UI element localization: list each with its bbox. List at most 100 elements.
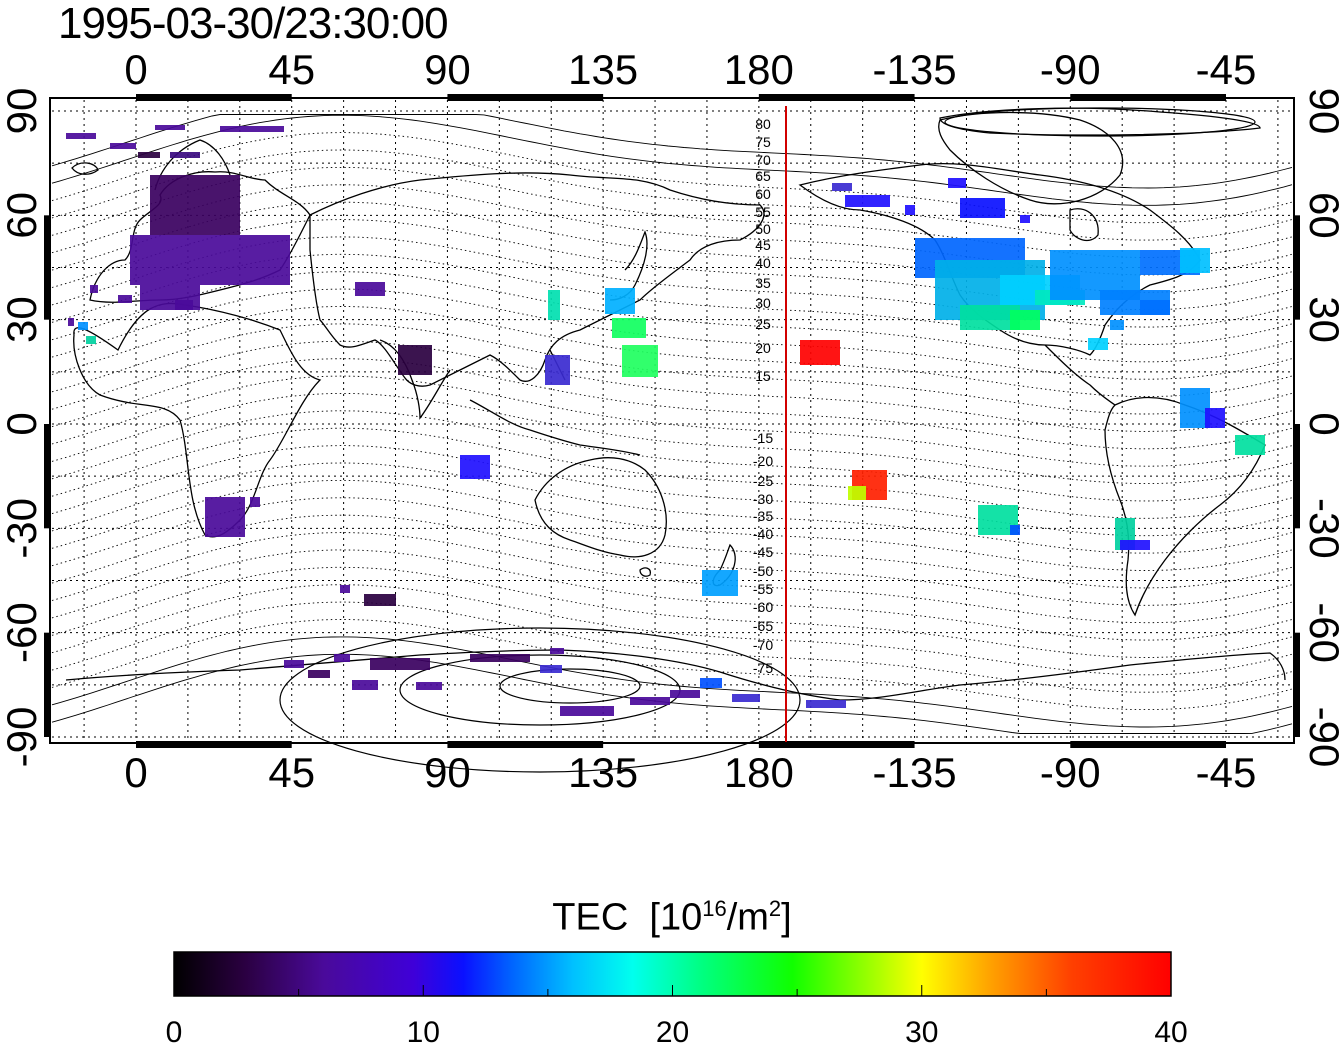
magnetic-contour xyxy=(51,653,1293,734)
tec-observation-patch xyxy=(832,183,852,191)
coastline-indonesia xyxy=(469,399,641,456)
colorbar-unit-suffix: ] xyxy=(781,896,792,939)
lon-tick-bottom: 90 xyxy=(424,749,471,796)
tec-observation-patch xyxy=(1140,300,1170,315)
axis-bar-top xyxy=(758,94,915,101)
magnetic-contour xyxy=(51,375,1293,467)
magnetic-lat-label: -65 xyxy=(753,618,773,634)
magnetic-lat-label: 80 xyxy=(755,116,771,132)
tec-observation-patch xyxy=(948,178,966,188)
magnetic-lat-label: 65 xyxy=(755,168,771,184)
lon-tick-top: 0 xyxy=(124,46,147,93)
axis-bar-left xyxy=(44,215,51,320)
colorbar-tick-label: 20 xyxy=(656,1016,689,1048)
tec-observation-patch xyxy=(205,497,245,537)
tec-observation-patch xyxy=(175,300,193,310)
colorbar-label: TEC xyxy=(552,896,629,939)
colorbar-unit-mid: /m xyxy=(726,896,769,939)
colorbar-title: TEC [1016/m2] xyxy=(0,896,1344,940)
magnetic-lat-label: 30 xyxy=(755,295,771,311)
lon-tick-top: 180 xyxy=(724,46,794,93)
tec-observation-patch xyxy=(66,133,96,139)
magnetic-contour xyxy=(51,288,1293,380)
magnetic-contour xyxy=(51,619,1293,711)
lat-ticks-right: 90 60 30 0 -30 -60 -90 xyxy=(1301,88,1344,768)
lon-tick-bottom: 45 xyxy=(268,749,315,796)
magnetic-contour xyxy=(51,340,1293,432)
coastline-greenland xyxy=(938,111,1124,205)
magnetic-contour xyxy=(51,584,1293,676)
tec-observation-patch xyxy=(138,152,160,158)
magnetic-lat-label: -20 xyxy=(753,453,773,469)
magnetic-contour xyxy=(51,479,1293,571)
lon-tick-bottom: 0 xyxy=(124,749,147,796)
tec-observation-patch xyxy=(1020,215,1030,223)
tec-observation-patch xyxy=(540,665,562,673)
magnetic-contour xyxy=(51,358,1293,450)
lon-tick-bottom: -90 xyxy=(1040,749,1101,796)
tec-observation-patch xyxy=(250,497,260,507)
axis-bar-left xyxy=(44,632,51,737)
axis-bar-bottom xyxy=(758,741,915,748)
tec-observation-patch xyxy=(220,126,284,132)
magnetic-contour xyxy=(51,306,1293,398)
tec-observation-patch xyxy=(86,336,96,344)
magnetic-lat-label: 25 xyxy=(755,316,771,332)
tec-observation-patch xyxy=(1010,310,1040,330)
tec-observation-patch xyxy=(702,570,738,596)
tec-observation-patch xyxy=(560,706,614,716)
coastline-central-america xyxy=(1044,344,1116,406)
coastline-scandinavia xyxy=(154,139,231,191)
tec-observation-patch xyxy=(612,318,646,338)
axis-bars xyxy=(44,94,1300,748)
tec-observation-patch xyxy=(630,697,670,705)
lat-tick-left: -60 xyxy=(0,602,45,663)
magnetic-lat-label: 20 xyxy=(755,340,771,356)
axis-bar-right xyxy=(1293,215,1300,320)
magnetic-contour xyxy=(51,514,1293,606)
tec-observation-patch xyxy=(1110,320,1124,330)
tec-observation-patch xyxy=(416,682,442,690)
lon-tick-top: -45 xyxy=(1196,46,1257,93)
colorbar-tick-label: 10 xyxy=(407,1016,440,1048)
colorbar-tick-label: 40 xyxy=(1154,1016,1187,1048)
axis-bar-bottom xyxy=(447,741,604,748)
magnetic-contour xyxy=(51,636,1293,728)
tec-observation-patch xyxy=(1180,248,1210,273)
magnetic-contour xyxy=(51,392,1293,485)
lat-tick-right: 30 xyxy=(1301,296,1344,343)
magnetic-contour xyxy=(51,253,1293,345)
magnetic-lat-label: -45 xyxy=(753,544,773,560)
colorbar-tick-label: 30 xyxy=(905,1016,938,1048)
tec-observation-patch xyxy=(370,658,430,670)
tec-observation-patch xyxy=(340,585,350,593)
magnetic-lat-label: -30 xyxy=(753,491,773,507)
magnetic-lat-label: 60 xyxy=(755,186,771,202)
tec-observation-patch xyxy=(548,290,560,320)
tec-observation-patch xyxy=(90,285,98,293)
colorbar-unit-exp2: 2 xyxy=(768,896,782,921)
lat-tick-left: 30 xyxy=(0,296,45,343)
magnetic-contour xyxy=(51,271,1293,363)
tec-observation-patch xyxy=(845,195,890,207)
colorbar-tick-label: 0 xyxy=(166,1016,183,1048)
magnetic-lat-label: -60 xyxy=(753,599,773,615)
lat-tick-left: -90 xyxy=(0,707,45,768)
axis-bar-bottom xyxy=(136,741,292,748)
tec-observation-patch xyxy=(605,288,635,314)
tec-observation-patch xyxy=(470,654,530,662)
magnetic-lat-label: 70 xyxy=(755,152,771,168)
lat-tick-right: -30 xyxy=(1301,498,1344,559)
magnetic-lat-label: -40 xyxy=(753,526,773,542)
magnetic-contour xyxy=(51,236,1293,328)
magnetic-lat-label: -55 xyxy=(753,581,773,597)
lon-ticks-bottom: 0 45 90 135 180 -135 -90 -45 xyxy=(124,749,1256,796)
axis-bar-right xyxy=(1293,424,1300,529)
tec-observation-patch xyxy=(1120,540,1150,550)
magnetic-contour xyxy=(51,462,1293,554)
coastline-iceland xyxy=(71,162,99,175)
lon-tick-top: -90 xyxy=(1040,46,1101,93)
magnetic-lat-label: -50 xyxy=(753,563,773,579)
tec-observation-patch xyxy=(68,318,74,326)
magnetic-contour xyxy=(51,149,1293,241)
